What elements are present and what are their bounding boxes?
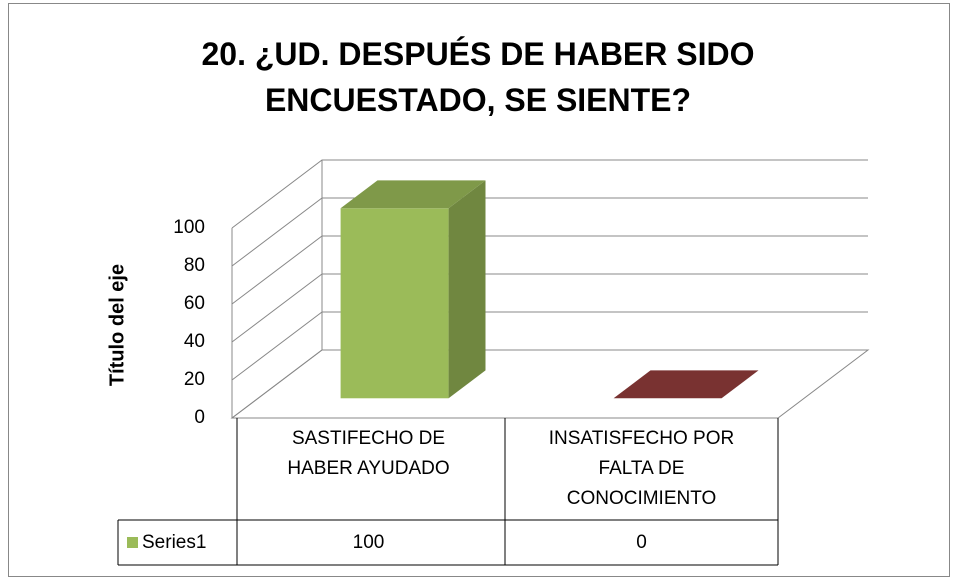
category-label: SASTIFECHO DE HABER AYUDADO (287, 428, 450, 479)
table-value: 100 (353, 532, 385, 553)
y-tick-label: 20 (184, 369, 205, 390)
y-tick-label: 40 (184, 331, 205, 352)
y-tick-label: 80 (184, 255, 205, 276)
grid-line (231, 311, 868, 381)
grid-line (231, 197, 868, 267)
y-tick-label: 100 (173, 217, 205, 238)
grid-line (231, 159, 868, 229)
bar-side (448, 180, 486, 399)
grid-line (231, 273, 868, 343)
legend-label: Series1 (142, 532, 206, 553)
y-tick-label: 60 (184, 293, 205, 314)
bar-front (340, 208, 449, 399)
bar-top (340, 180, 486, 209)
category-label: INSATISFECHO POR FALTA DE CONOCIMIENTO (548, 428, 735, 509)
chart-title: ENCUESTADO, SE SIENTE? (264, 82, 692, 118)
chart-title: 20. ¿UD. DESPUÉS DE HABER SIDO (201, 36, 755, 72)
y-axis-title: Título del eje (106, 264, 128, 386)
legend-key (127, 537, 138, 548)
bar-top (613, 370, 759, 399)
table-value: 0 (636, 532, 647, 553)
y-tick-label: 0 (194, 407, 205, 428)
grid-line (231, 235, 868, 305)
grid-line (231, 349, 868, 419)
